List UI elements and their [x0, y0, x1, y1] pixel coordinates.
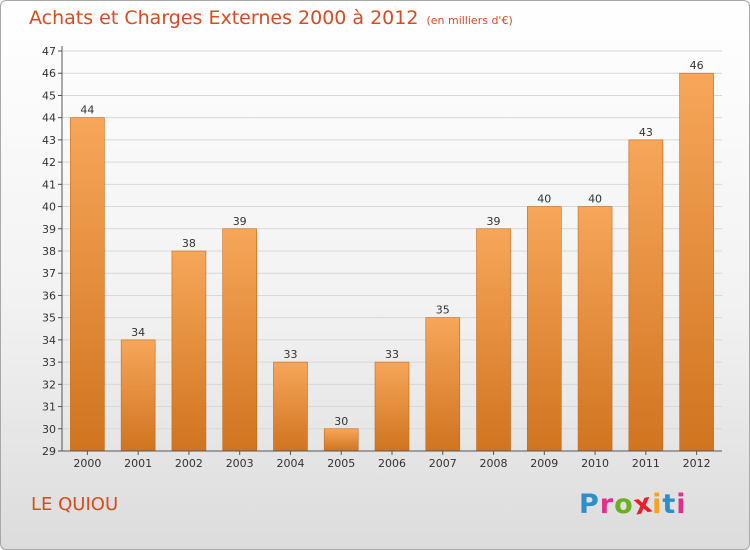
bar-2008 [476, 228, 511, 452]
y-tick-label: 44 [42, 112, 56, 125]
bar-2007 [425, 317, 461, 452]
y-tick-label: 46 [42, 67, 56, 80]
x-tick-label: 2010 [581, 457, 609, 470]
value-label: 39 [233, 215, 247, 228]
x-tick-label: 2000 [73, 457, 101, 470]
value-label: 46 [690, 59, 704, 72]
town-name: LE QUIOU [31, 494, 119, 515]
value-label: 40 [537, 193, 551, 206]
brand-letter: r [599, 489, 615, 520]
brand-letter: P [579, 489, 600, 520]
y-tick-label: 37 [42, 267, 56, 280]
y-tick-label: 31 [42, 401, 56, 414]
brand-letter: i [652, 489, 663, 520]
bars [70, 72, 714, 452]
x-tick-label: 2012 [683, 457, 711, 470]
bar-2000 [70, 117, 105, 452]
value-label: 33 [283, 348, 297, 361]
x-tick-label: 2006 [378, 457, 406, 470]
y-tick-label: 29 [42, 445, 56, 458]
value-label: 40 [588, 193, 602, 206]
brand-letter: t [662, 489, 677, 520]
bar-2012 [679, 72, 714, 452]
bar-2002 [171, 250, 207, 452]
value-label: 30 [334, 415, 348, 428]
value-label: 33 [385, 348, 399, 361]
y-tick-label: 42 [42, 156, 56, 169]
bar-2004 [273, 361, 308, 452]
x-tick-label: 2008 [480, 457, 508, 470]
axes [58, 46, 722, 455]
brand-letter: i [676, 489, 687, 520]
y-tick-label: 43 [42, 134, 56, 147]
value-label: 39 [487, 215, 501, 228]
value-label: 38 [182, 237, 196, 250]
y-tick-label: 40 [42, 201, 56, 214]
y-tick-label: 41 [42, 178, 56, 191]
x-tick-label: 2004 [276, 457, 304, 470]
x-tick-label: 2011 [632, 457, 660, 470]
bar-2006 [374, 361, 410, 452]
y-tick-label: 38 [42, 245, 56, 258]
y-tick-label: 30 [42, 423, 56, 436]
bar-2009 [527, 206, 562, 452]
x-tick-label: 2002 [175, 457, 203, 470]
bar-2003 [222, 228, 257, 452]
x-tick-label: 2001 [124, 457, 152, 470]
y-tick-label: 45 [42, 89, 56, 102]
y-tick-label: 34 [42, 334, 56, 347]
title-row: Achats et Charges Externes 2000 à 2012 (e… [29, 7, 513, 29]
x-tick-label: 2003 [226, 457, 254, 470]
x-tick-label: 2007 [429, 457, 457, 470]
bar-2010 [577, 206, 613, 452]
y-tick-label: 32 [42, 378, 56, 391]
x-tick-label: 2009 [530, 457, 558, 470]
brand-logo: Proxiti [579, 487, 687, 521]
value-label: 44 [80, 104, 94, 117]
chart-subtitle: (en milliers d'€) [426, 14, 513, 27]
value-label: 34 [131, 326, 145, 339]
bar-2011 [628, 139, 664, 452]
y-tick-label: 47 [42, 45, 56, 58]
chart-title: Achats et Charges Externes 2000 à 2012 [29, 7, 419, 29]
bar-2001 [120, 339, 156, 452]
y-tick-label: 39 [42, 223, 56, 236]
value-label: 43 [639, 126, 653, 139]
bar-2005 [323, 428, 359, 452]
brand-letter: o [614, 489, 634, 520]
labels: 29 30 31 32 33 34 35 36 37 38 39 40 41 42 43 44 45 46 47 44… [42, 45, 711, 470]
y-tick-label: 35 [42, 312, 56, 325]
value-label: 35 [436, 304, 450, 317]
y-tick-label: 33 [42, 356, 56, 369]
y-tick-label: 36 [42, 289, 56, 302]
x-tick-label: 2005 [327, 457, 355, 470]
